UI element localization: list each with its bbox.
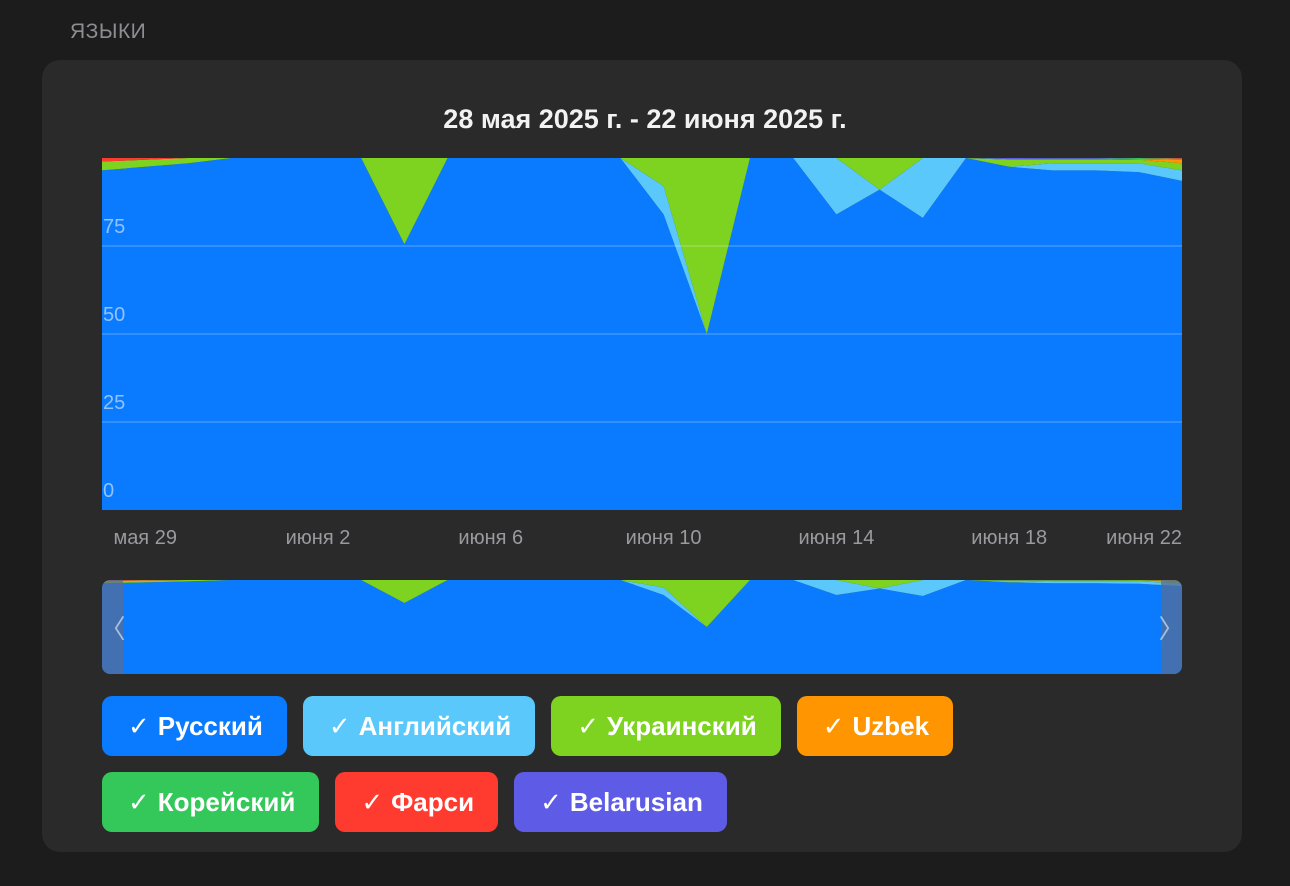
check-icon: ✓ (540, 786, 562, 817)
section-label: ЯЗЫКИ (70, 20, 147, 43)
x-tick-label: июня 10 (625, 527, 702, 549)
legend-chip-russian[interactable]: ✓ Русский (102, 696, 287, 756)
navigator-left-handle[interactable]: 〈 (102, 580, 126, 674)
x-tick-label: мая 29 (113, 527, 177, 549)
y-tick-label: 50 (103, 304, 126, 326)
series-area-6 (102, 158, 1182, 160)
series-area-0 (102, 158, 1182, 510)
legend-chip-label: Украинский (607, 710, 757, 741)
legend-chip-ukrainian[interactable]: ✓ Украинский (551, 696, 781, 756)
check-icon: ✓ (128, 710, 150, 741)
legend-chip-label: Английский (358, 710, 512, 741)
y-tick-label: 25 (103, 392, 126, 414)
legend: ✓ Русский ✓ Английский ✓ Украинский ✓ Uz… (102, 696, 1202, 848)
legend-chip-label: Belarusian (569, 786, 703, 817)
navigator-right-handle[interactable]: 〉 (1158, 580, 1183, 674)
x-tick-label: июня 18 (971, 527, 1048, 549)
check-icon: ✓ (822, 710, 845, 741)
legend-chip-english[interactable]: ✓ Английский (302, 696, 536, 756)
legend-chip-label: Uzbek (852, 710, 930, 741)
y-tick-label: 75 (103, 216, 126, 238)
navigator-preview-chart (102, 580, 1182, 674)
legend-chip-label: Фарси (391, 786, 475, 817)
y-tick-label: 0 (103, 480, 115, 502)
legend-chip-label: Корейский (157, 786, 296, 817)
legend-chip-korean[interactable]: ✓ Корейский (102, 772, 320, 832)
x-tick-label: июня 6 (458, 527, 524, 549)
check-icon: ✓ (577, 710, 600, 741)
series-area-1 (102, 158, 1182, 334)
legend-row: ✓ Русский ✓ Английский ✓ Украинский ✓ Uz… (102, 696, 1202, 756)
legend-chip-belarusian[interactable]: ✓ Belarusian (514, 772, 727, 832)
legend-row: ✓ Корейский ✓ Фарси ✓ Belarusian (102, 772, 1202, 832)
range-navigator[interactable]: 〈 〉 (102, 580, 1182, 674)
x-tick-label: июня 22 (1106, 527, 1182, 549)
chart-title: 28 мая 2025 г. - 22 июня 2025 г. (443, 104, 847, 134)
legend-chip-farsi[interactable]: ✓ Фарси (335, 772, 499, 832)
check-icon: ✓ (128, 786, 150, 817)
languages-area-chart (102, 158, 1182, 510)
x-tick-label: июня 2 (285, 527, 351, 549)
x-tick-label: июня 14 (798, 527, 875, 549)
legend-chip-label: Русский (157, 710, 263, 741)
check-icon: ✓ (361, 786, 384, 817)
series-area-1 (102, 580, 1182, 627)
legend-chip-uzbek[interactable]: ✓ Uzbek (796, 696, 954, 756)
check-icon: ✓ (328, 710, 351, 741)
chevron-left-icon: 〈 (102, 613, 126, 644)
chevron-right-icon: 〉 (1158, 613, 1183, 644)
series-area-0 (102, 580, 1182, 674)
